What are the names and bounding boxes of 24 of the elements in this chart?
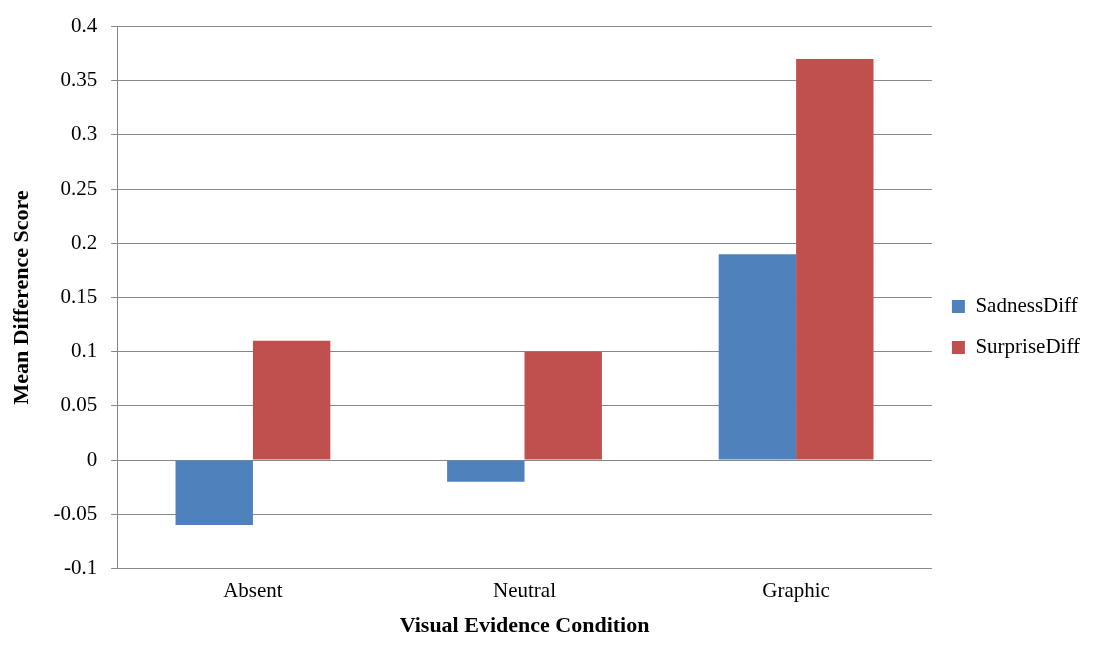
legend-label: SurpriseDiff (975, 334, 1081, 359)
y-tick-label: 0.2 (70, 229, 98, 254)
x-tick-label: Neutral (493, 577, 557, 602)
bar (718, 254, 797, 460)
y-tick-label: 0.4 (70, 13, 98, 38)
x-axis-title: Visual Evidence Condition (399, 612, 650, 638)
bar (252, 340, 331, 460)
bar (796, 59, 874, 460)
x-tick-label: Graphic (762, 577, 830, 602)
legend-label: SadnessDiff (975, 293, 1078, 318)
y-tick-label: 0.05 (60, 392, 98, 417)
y-tick-label: 0.3 (70, 121, 98, 146)
y-tick-label: 0.1 (70, 338, 98, 363)
y-tick-label: -0.05 (53, 500, 98, 525)
y-axis-title: Mean Difference Score (7, 190, 33, 405)
y-tick-label: 0 (86, 446, 98, 471)
bar (447, 460, 525, 482)
y-tick-label: 0.25 (60, 175, 98, 200)
x-tick-label: Absent (223, 577, 283, 602)
y-tick-label: 0.15 (60, 284, 98, 309)
y-tick-label: 0.35 (60, 67, 98, 92)
bar (175, 460, 253, 526)
y-tick-label: -0.1 (63, 554, 98, 579)
bar (524, 351, 602, 460)
